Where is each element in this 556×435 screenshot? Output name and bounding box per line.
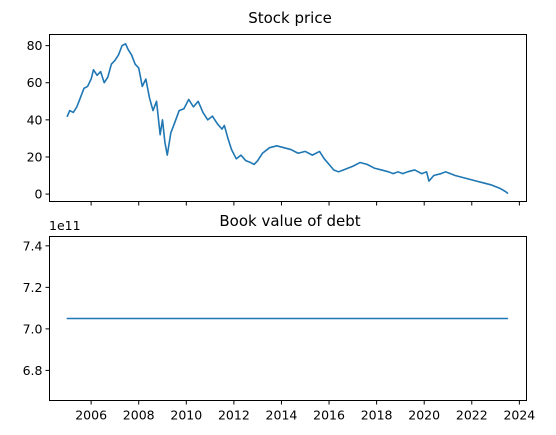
book-value-title: Book value of debt bbox=[219, 212, 360, 230]
stock-price-ytick-label: 40 bbox=[27, 112, 43, 127]
book-value-xtick-label: 2008 bbox=[123, 408, 155, 423]
book-value-ytick-label: 6.8 bbox=[23, 363, 43, 378]
stock-price-ytick-label: 80 bbox=[27, 38, 43, 53]
book-value-xtick-label: 2018 bbox=[361, 408, 393, 423]
stock-price-ytick-label: 20 bbox=[27, 149, 43, 164]
stock-price-y-axis: 0 20 40 60 80 bbox=[27, 38, 50, 202]
stock-price-series-group bbox=[66, 42, 509, 194]
book-value-xtick-label: 2022 bbox=[456, 408, 488, 423]
stock-price-axes-frame bbox=[49, 34, 527, 202]
book-value-panel: Book value of debt 1e11 6.8 7.0 7.2 7.4 200… bbox=[23, 212, 536, 423]
stock-price-ytick-label: 60 bbox=[27, 75, 43, 90]
book-value-ytick-label: 7.4 bbox=[23, 238, 43, 253]
book-value-xtick-label: 2020 bbox=[408, 408, 440, 423]
book-value-xtick-label: 2006 bbox=[75, 408, 107, 423]
book-value-xtick-label: 2024 bbox=[503, 408, 535, 423]
book-value-x-axis: 2006 2008 2010 2012 2014 2016 2018 2020 2022 2024 bbox=[75, 400, 535, 423]
book-value-ytick-label: 7.2 bbox=[23, 280, 43, 295]
book-value-xtick-label: 2010 bbox=[170, 408, 202, 423]
stock-price-x-axis bbox=[90, 201, 520, 206]
stock-price-ytick-label: 0 bbox=[35, 187, 43, 202]
book-value-offset-label: 1e11 bbox=[49, 218, 81, 233]
book-value-y-axis: 6.8 7.0 7.2 7.4 bbox=[23, 238, 50, 378]
stock-price-panel: Stock price 0 20 40 60 80 bbox=[27, 9, 527, 206]
book-value-xtick-label: 2012 bbox=[218, 408, 250, 423]
stock-price-series-line-0 bbox=[66, 42, 509, 194]
book-value-xtick-label: 2014 bbox=[266, 408, 298, 423]
stock-price-title: Stock price bbox=[248, 9, 332, 27]
book-value-axes-frame bbox=[49, 236, 527, 401]
book-value-xtick-label: 2016 bbox=[313, 408, 345, 423]
book-value-ytick-label: 7.0 bbox=[23, 321, 43, 336]
